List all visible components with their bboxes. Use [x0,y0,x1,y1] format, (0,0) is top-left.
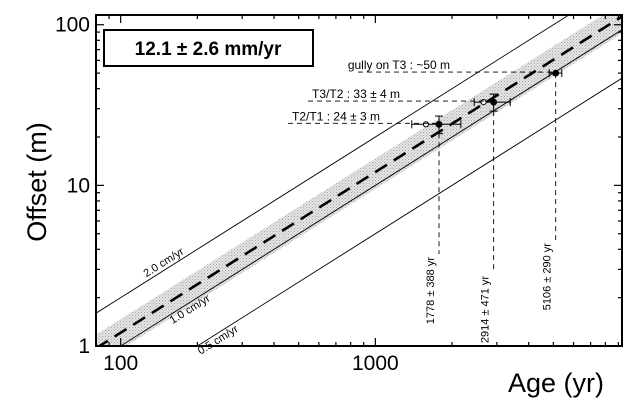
slip-rate-text: 12.1 ± 2.6 mm/yr [135,39,282,60]
offset-label: T3/T2 : 33 ± 4 m [312,87,400,101]
open-data-point [480,98,487,106]
y-axis-title: Offset (m) [22,122,52,242]
y-tick-label: 100 [55,14,90,37]
uncertainty-band [96,15,622,346]
reference-rate-lines [96,15,622,346]
rate-label-2: 0.5 cm/yr [196,323,241,357]
tick-labels: 100 1000 1 10 100 [55,14,399,375]
reference-line-2 [196,77,622,346]
y-tick-label: 10 [67,174,90,197]
slip-rate-box [103,29,314,67]
x-axis-title: Age (yr) [508,368,604,398]
offset-label: T2/T1 : 24 ± 3 m [292,109,380,123]
age-label: 5106 ± 290 yr [542,243,554,311]
reference-line-0 [96,15,570,314]
y-tick-label: 1 [78,335,90,358]
open-data-point [422,121,430,128]
plot-frame [95,14,623,347]
axis-ticks [95,15,622,347]
point-annotations: T2/T1 : 24 ± 3 m 1778 ± 388 yr T3/T2 : 33 … [288,58,557,344]
x-tick-label: 100 [103,352,138,375]
reference-line-1 [119,29,622,346]
plot-area [96,15,622,346]
rate-label-0: 2.0 cm/yr [142,245,187,279]
offset-label: gully on T3 : ~50 m [348,58,450,72]
x-tick-label: 1000 [352,352,399,375]
age-label: 2914 ± 471 yr [480,276,492,344]
age-label: 1778 ± 388 yr [425,257,437,325]
best-fit-line [97,15,622,346]
